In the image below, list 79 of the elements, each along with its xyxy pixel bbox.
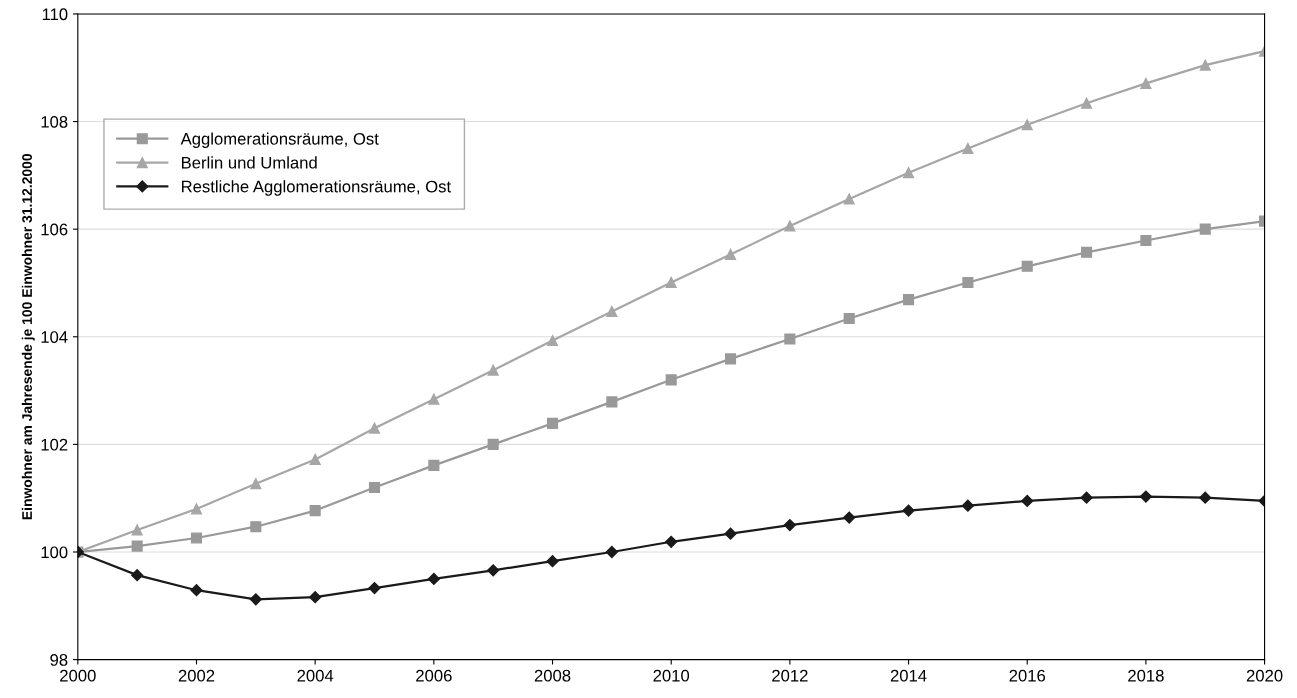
point xyxy=(1199,223,1211,235)
x-tick-label: 2006 xyxy=(416,669,452,682)
point xyxy=(1021,494,1034,507)
point xyxy=(1081,97,1093,109)
point xyxy=(1081,246,1093,258)
x-tick-label: 2004 xyxy=(297,669,334,682)
point xyxy=(962,276,974,288)
point xyxy=(1140,234,1152,247)
y-tick-label: 100 xyxy=(41,546,68,559)
y-tick-label: 108 xyxy=(41,115,68,128)
point xyxy=(843,193,855,205)
point xyxy=(309,505,321,517)
point xyxy=(428,393,440,405)
point xyxy=(665,374,677,386)
point xyxy=(546,334,559,347)
point xyxy=(724,248,737,261)
point xyxy=(131,569,144,582)
point xyxy=(546,417,559,429)
point xyxy=(1139,490,1152,503)
point xyxy=(427,572,440,586)
point xyxy=(843,511,856,524)
point xyxy=(902,504,915,517)
point xyxy=(309,591,322,604)
x-tick-label: 2002 xyxy=(178,669,215,682)
point xyxy=(250,521,262,533)
point xyxy=(1021,119,1033,131)
point xyxy=(487,564,500,577)
point xyxy=(1140,77,1152,89)
point xyxy=(902,167,915,179)
point xyxy=(487,364,499,376)
y-tick-label: 104 xyxy=(41,331,68,343)
point xyxy=(368,481,381,493)
point xyxy=(368,581,381,595)
x-tick-label: 2016 xyxy=(1009,669,1046,682)
point xyxy=(190,532,203,544)
legend-label: Restliche Agglomerationsräume, Ost xyxy=(181,180,451,196)
point xyxy=(783,519,796,532)
point xyxy=(665,276,677,288)
y-tick-label: 110 xyxy=(42,8,68,21)
legend-label: Agglomerationsräume, Ost xyxy=(180,132,379,149)
point xyxy=(784,220,796,232)
point xyxy=(250,478,262,490)
point xyxy=(131,540,143,552)
y-axis-title: Einwohner am Jahresende je 100 Einwohner 31.12.2000 xyxy=(21,154,35,520)
point xyxy=(724,527,737,540)
y-tick-label: 106 xyxy=(41,223,68,236)
y-tick-label: 98 xyxy=(50,654,68,666)
x-tick-label: 2018 xyxy=(1128,669,1164,682)
x-tick-label: 2014 xyxy=(890,669,927,682)
y-tick-label: 102 xyxy=(41,438,68,451)
point xyxy=(962,142,974,155)
x-tick-label: 2000 xyxy=(60,669,96,682)
point xyxy=(487,438,499,450)
point xyxy=(1199,59,1211,71)
point xyxy=(1080,491,1093,504)
x-tick-label: 2010 xyxy=(653,669,690,682)
point xyxy=(902,294,915,306)
point xyxy=(724,353,737,365)
point xyxy=(843,312,855,325)
point xyxy=(368,422,381,434)
point xyxy=(249,593,262,606)
point xyxy=(190,503,203,515)
point xyxy=(784,333,796,345)
point xyxy=(606,396,618,408)
point xyxy=(131,524,143,536)
point xyxy=(1021,260,1033,272)
point xyxy=(605,545,618,559)
point xyxy=(665,535,678,548)
point xyxy=(190,584,203,597)
x-tick-label: 2020 xyxy=(1246,669,1283,682)
point xyxy=(546,555,559,568)
point xyxy=(961,499,974,512)
x-tick-label: 2008 xyxy=(534,669,571,682)
point xyxy=(309,453,321,466)
point xyxy=(428,459,440,471)
point xyxy=(606,305,618,318)
legend-label: Berlin und Umland xyxy=(181,156,317,169)
x-tick-label: 2012 xyxy=(772,669,808,682)
point xyxy=(1199,491,1212,504)
